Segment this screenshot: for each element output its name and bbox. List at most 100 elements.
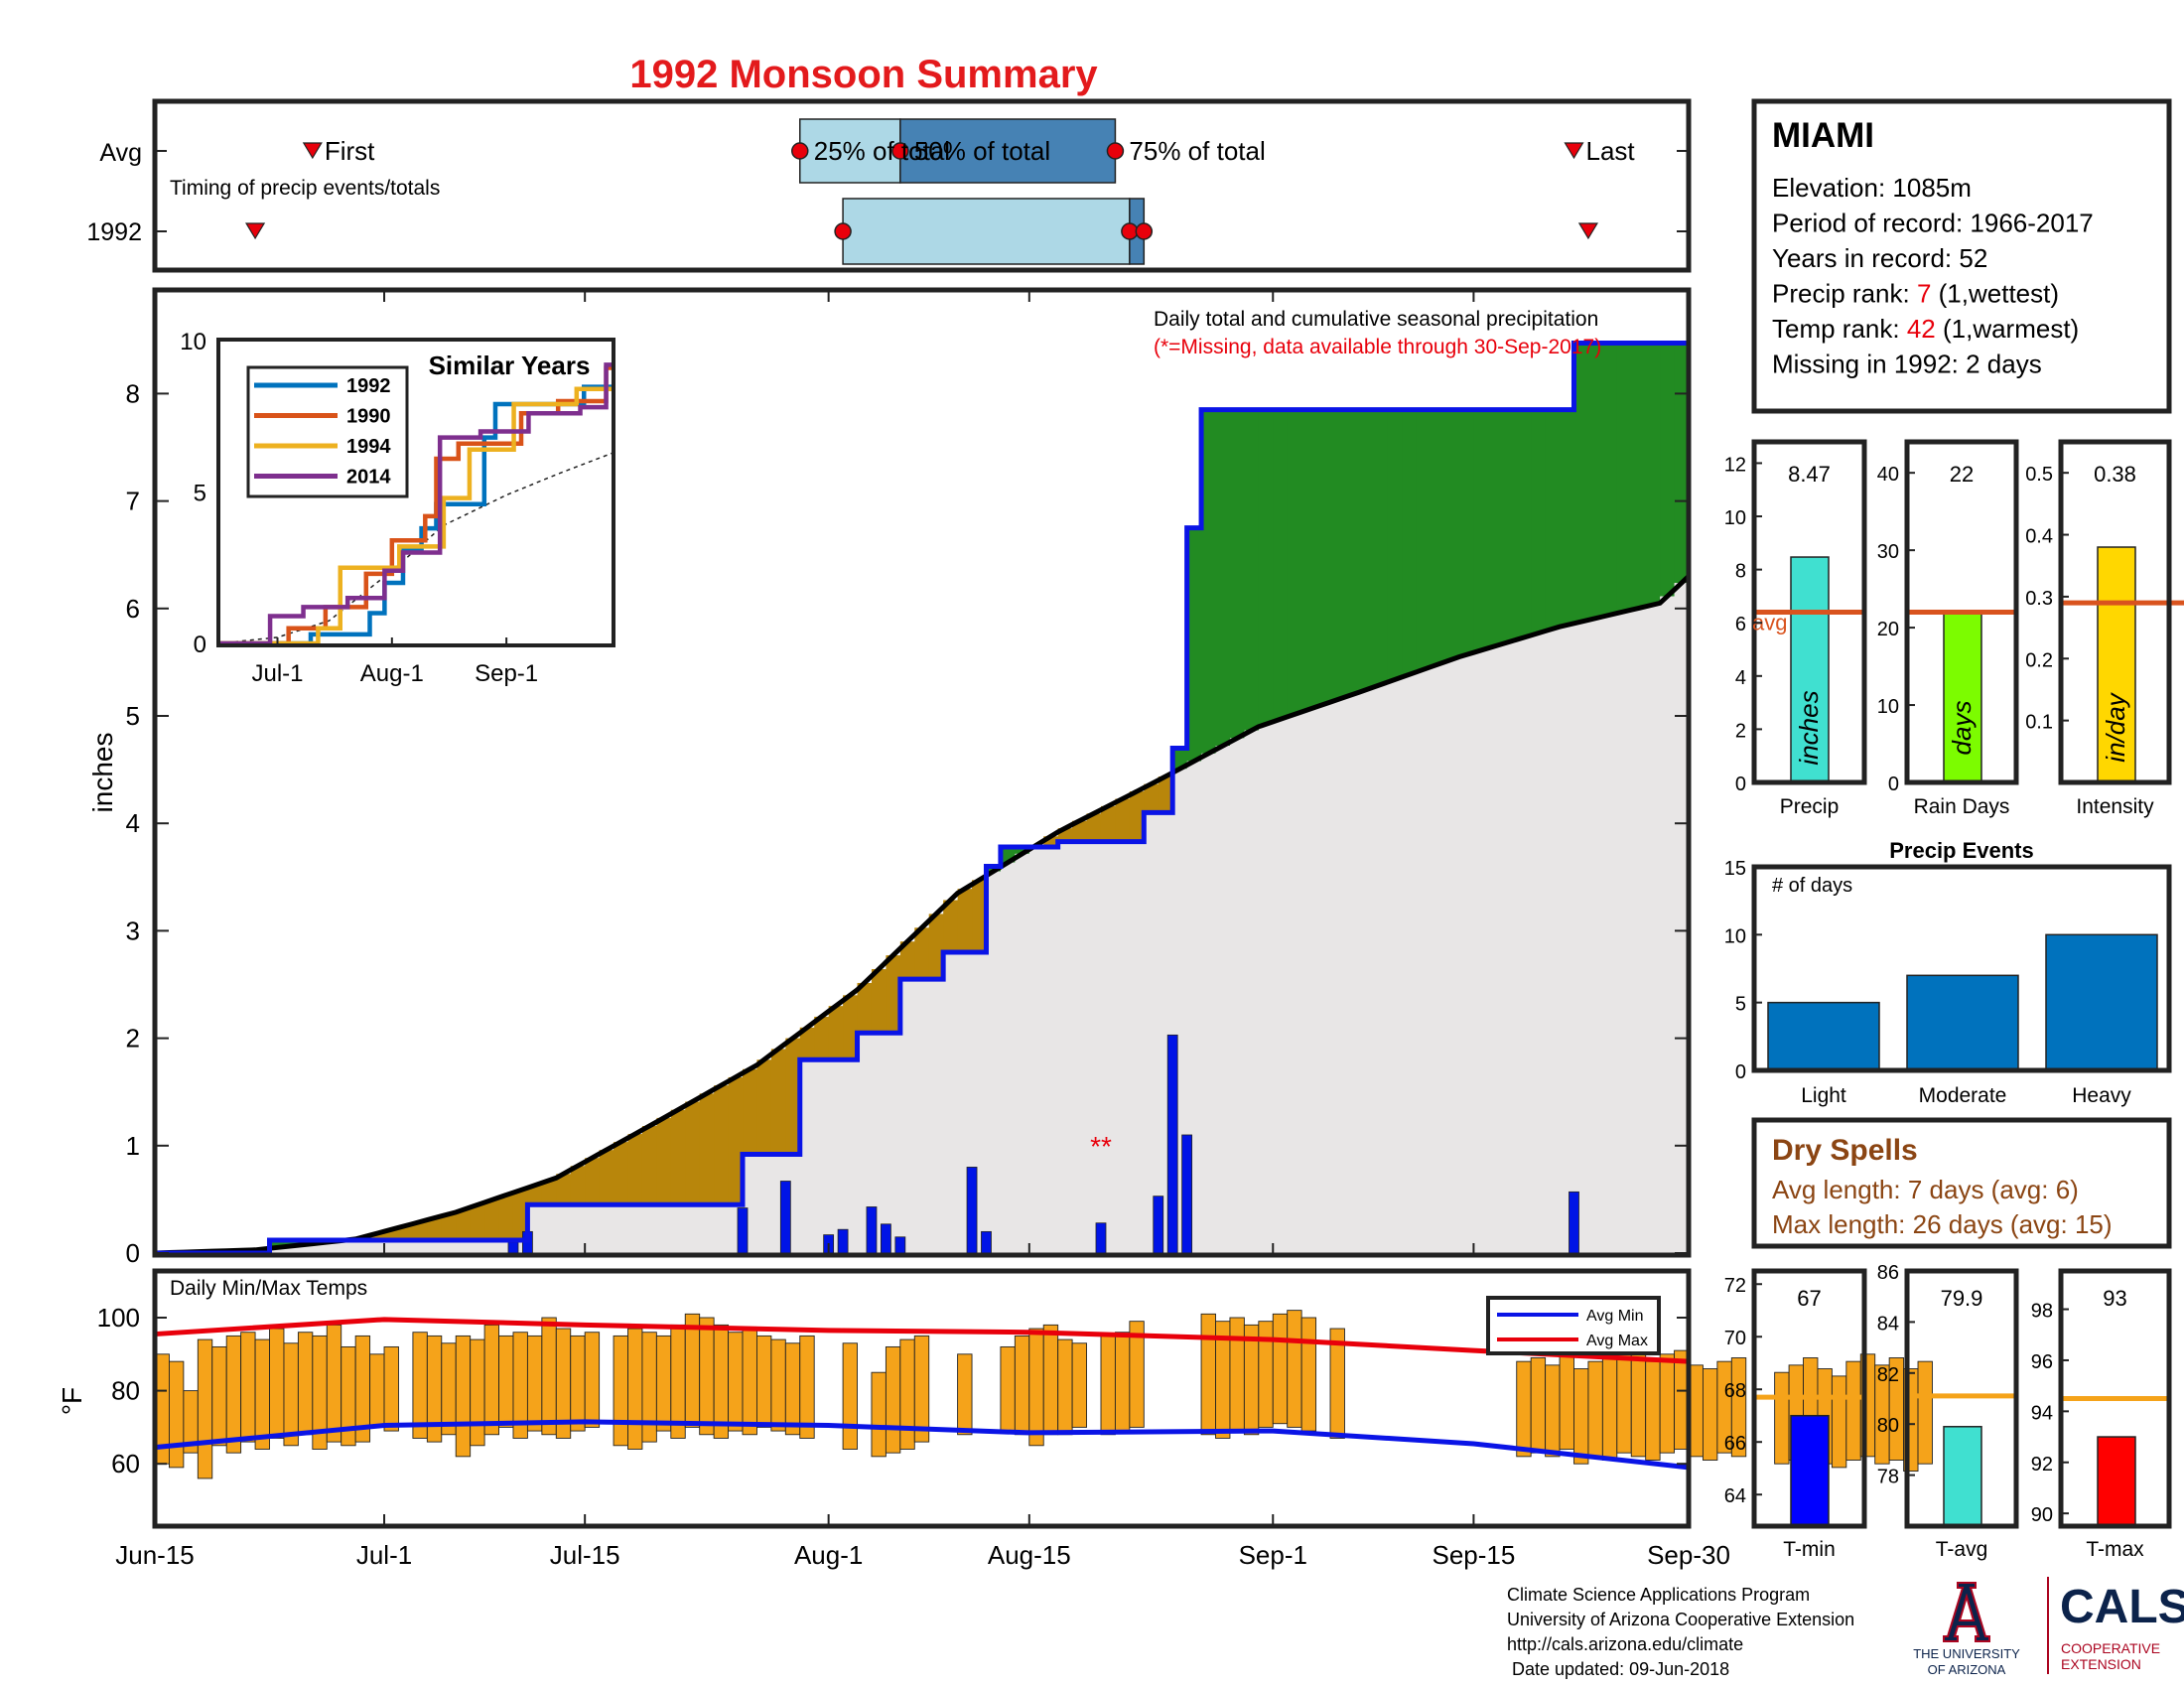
cals-wordmark: CALS bbox=[2060, 1581, 2184, 1633]
deficit-fill-segment bbox=[1043, 836, 1059, 848]
temp-range-bar bbox=[570, 1335, 586, 1432]
temp-range-bar bbox=[225, 1335, 242, 1454]
temp-range-bar bbox=[1129, 1321, 1145, 1428]
timing-label-q25: 25% of total bbox=[814, 136, 950, 166]
surplus-fill-segment bbox=[269, 1240, 285, 1248]
average-area-segment bbox=[327, 1241, 342, 1253]
inset-title: Similar Years bbox=[429, 351, 591, 380]
average-area-segment bbox=[756, 1154, 772, 1253]
temp-stat-label-0: T-min bbox=[1783, 1538, 1836, 1561]
temp-stat-y-tick-label: 92 bbox=[2031, 1454, 2053, 1476]
timing-year-first-marker bbox=[245, 222, 266, 240]
average-area-segment bbox=[570, 1204, 586, 1253]
temp-range-bar bbox=[1559, 1353, 1574, 1450]
station-line-prefix: Precip rank: bbox=[1772, 279, 1917, 309]
average-area-segment bbox=[341, 1240, 356, 1253]
average-area-segment bbox=[1258, 724, 1274, 1253]
surplus-fill-segment bbox=[1531, 409, 1547, 633]
average-area-segment bbox=[627, 1204, 643, 1253]
temp-stat-label-1: T-avg bbox=[1936, 1538, 1988, 1561]
temp-stat-y-tick-label: 64 bbox=[1724, 1485, 1746, 1507]
average-area-segment bbox=[699, 1204, 715, 1253]
inset-line-2014 bbox=[218, 362, 614, 646]
average-area-segment bbox=[484, 1240, 500, 1253]
average-area-segment bbox=[1645, 605, 1661, 1253]
temp-range-bar bbox=[1587, 1360, 1603, 1458]
average-area-segment bbox=[1330, 699, 1346, 1253]
average-area-segment bbox=[1129, 841, 1145, 1253]
temp-range-bar bbox=[1601, 1349, 1618, 1461]
events-bar-heavy bbox=[2045, 933, 2158, 1071]
surplus-fill-segment bbox=[1201, 409, 1217, 754]
ua-logo-line-1: THE UNIVERSITY bbox=[1913, 1646, 2020, 1661]
temp-range-bar bbox=[297, 1332, 314, 1436]
surplus-fill-segment bbox=[1431, 409, 1446, 665]
events-category-label: Light bbox=[1801, 1084, 1846, 1107]
deficit-fill-segment bbox=[886, 955, 901, 1034]
average-area-segment bbox=[1244, 730, 1260, 1253]
temp-stat-y-tick-label: 94 bbox=[2031, 1402, 2053, 1424]
main-y-tick-label: 1 bbox=[126, 1131, 140, 1161]
surplus-fill-segment bbox=[1616, 343, 1632, 612]
temp-stat-value-1: 79.9 bbox=[1941, 1286, 1983, 1311]
stat-y-tick-label: 0.4 bbox=[2025, 526, 2053, 548]
deficit-fill-segment bbox=[656, 1117, 672, 1205]
average-area-segment bbox=[1301, 709, 1317, 1253]
temp-range-bar bbox=[784, 1342, 801, 1436]
temp-range-bar bbox=[1645, 1360, 1661, 1461]
station-line-0: Elevation: 1085m bbox=[1772, 173, 1972, 203]
temp-stat-y-tick-label: 80 bbox=[1877, 1415, 1899, 1437]
average-area-segment bbox=[269, 1247, 285, 1253]
temp-range-bar bbox=[197, 1338, 213, 1479]
avg-max-line bbox=[154, 1317, 1690, 1364]
events-y-tick-label: 10 bbox=[1724, 925, 1746, 947]
average-area-segment bbox=[398, 1240, 414, 1253]
temp-stat-y-tick-label: 72 bbox=[1724, 1275, 1746, 1297]
stat-y-tick-label: 4 bbox=[1735, 667, 1746, 689]
surplus-fill-segment bbox=[1502, 409, 1518, 642]
average-area-segment bbox=[986, 871, 1002, 1253]
deficit-fill-segment bbox=[770, 1049, 786, 1155]
main-y-tick-label: 6 bbox=[126, 594, 140, 624]
temp-stat-y-tick-label: 98 bbox=[2031, 1301, 2053, 1323]
temp-range-bar bbox=[269, 1328, 285, 1439]
temp-range-bar bbox=[742, 1328, 757, 1436]
deficit-fill-segment bbox=[857, 982, 873, 1034]
temp-range-bar bbox=[498, 1335, 514, 1428]
surplus-fill-segment bbox=[1273, 409, 1289, 720]
deficit-fill-segment bbox=[384, 1229, 400, 1241]
average-area-segment bbox=[1000, 862, 1016, 1253]
stat-label-2: Intensity bbox=[2076, 795, 2154, 818]
inset-line-1990 bbox=[218, 365, 614, 646]
average-area-segment bbox=[871, 1033, 887, 1253]
temp-range-bar bbox=[799, 1335, 815, 1439]
inset-legend-label-2014: 2014 bbox=[346, 467, 391, 489]
daily-precip-bar bbox=[881, 1223, 891, 1254]
station-line-5: Missing in 1992: 2 days bbox=[1772, 350, 2042, 379]
average-area-segment bbox=[599, 1204, 614, 1253]
stat-y-tick-label: 10 bbox=[1877, 696, 1899, 718]
average-area-segment bbox=[283, 1245, 299, 1253]
temp-stat-y-tick-label: 70 bbox=[1724, 1328, 1746, 1349]
deficit-fill-segment bbox=[685, 1101, 701, 1205]
temp-stat-value-0: 67 bbox=[1797, 1286, 1821, 1311]
timing-avg-box-q50-q75 bbox=[899, 118, 1117, 184]
average-area-segment bbox=[355, 1240, 371, 1253]
temp-stat-bar-1 bbox=[1943, 1426, 1982, 1527]
temp-range-bar bbox=[326, 1324, 342, 1443]
precip-events-chart: Light Moderate Heavy Precip Events # of days… bbox=[1724, 838, 2172, 1107]
main-chart-annotation: Daily total and cumulative seasonal prec… bbox=[1154, 308, 1598, 331]
average-area-segment bbox=[1201, 753, 1217, 1253]
average-area-segment bbox=[857, 1033, 873, 1253]
daily-precip-bar bbox=[837, 1228, 849, 1254]
temp-range-bar bbox=[755, 1335, 772, 1428]
deficit-fill-segment bbox=[599, 1150, 614, 1205]
station-line-rank-value: 42 bbox=[1907, 314, 1936, 344]
station-line-suffix: (1,wettest) bbox=[1931, 279, 2059, 309]
daily-precip-bar bbox=[1153, 1196, 1164, 1254]
stat-y-tick-label: 0.3 bbox=[2025, 588, 2053, 610]
deficit-fill-segment bbox=[928, 914, 944, 980]
timing-year-q75-marker bbox=[1135, 222, 1154, 240]
average-area-segment bbox=[1144, 812, 1160, 1253]
